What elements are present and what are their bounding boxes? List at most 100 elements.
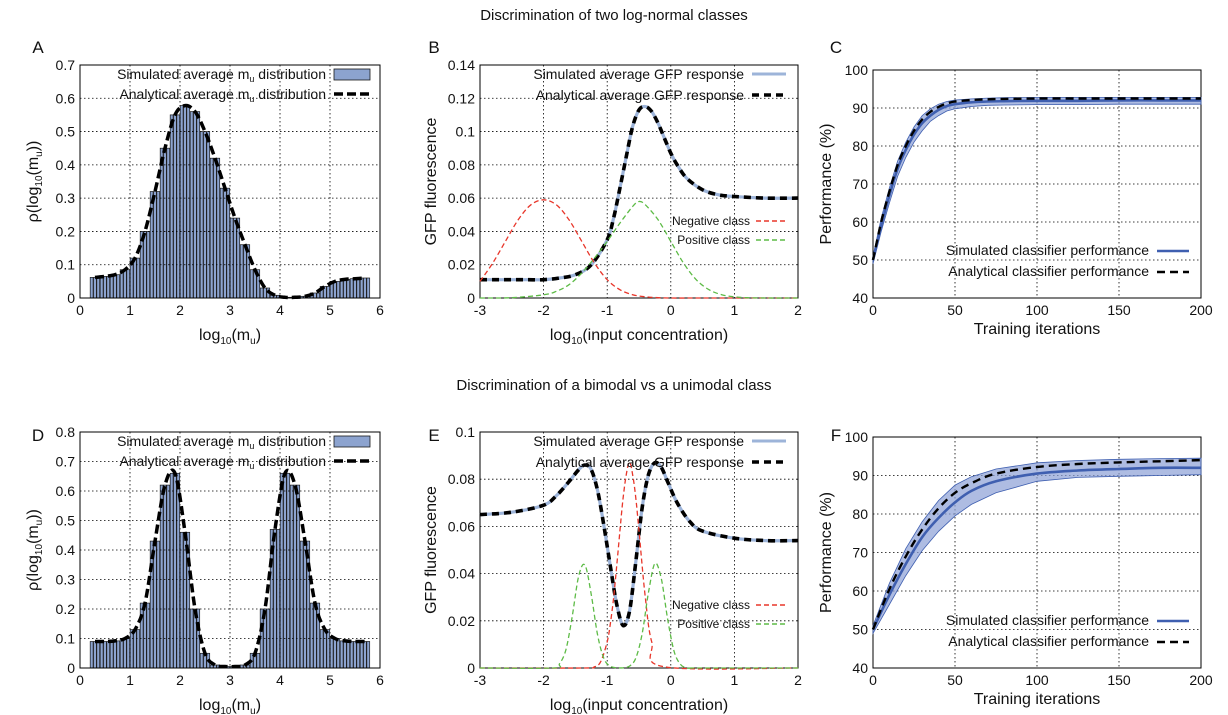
- legend-label-simulated: Simulated classifier performance: [946, 242, 1149, 258]
- panel-letter: D: [32, 426, 44, 445]
- histogram-bar: [249, 269, 254, 299]
- histogram-bar: [336, 281, 341, 299]
- y-tick-label: 0.08: [448, 157, 475, 173]
- histogram-bar: [336, 638, 341, 669]
- x-tick-label: -2: [537, 672, 550, 688]
- histogram-bar: [233, 217, 237, 299]
- x-tick-label: 200: [1189, 672, 1213, 688]
- histogram-bar: [326, 629, 331, 669]
- histogram-bar: [199, 652, 204, 669]
- x-tick-label: 1: [731, 302, 739, 318]
- histogram-bar: [339, 279, 344, 299]
- analytical-series-line: [479, 460, 799, 628]
- histogram-bar: [309, 602, 314, 669]
- histogram-bar: [139, 602, 144, 669]
- histogram-bar: [103, 641, 107, 669]
- y-tick-label: 0: [467, 660, 475, 676]
- x-tick-label: 0: [76, 672, 84, 688]
- histogram-bar: [173, 472, 177, 669]
- legend-label-simulated: Simulated classifier performance: [946, 612, 1149, 628]
- histogram-bar: [146, 602, 151, 669]
- histogram-bar: [329, 638, 334, 669]
- y-tick-label: 90: [852, 100, 868, 116]
- histogram-bar: [123, 269, 127, 299]
- x-tick-label: -3: [474, 672, 487, 688]
- legend-swatch-simulated: [333, 435, 371, 448]
- x-tick-label: 0: [667, 302, 675, 318]
- x-axis-label: log10(input concentration): [550, 327, 728, 347]
- y-tick-label: 0.02: [448, 257, 475, 273]
- x-tick-label: -2: [537, 302, 550, 318]
- histogram-bar: [196, 111, 201, 299]
- histogram-bar: [199, 131, 204, 299]
- histogram-bar: [239, 244, 244, 299]
- x-tick-label: 150: [1107, 672, 1131, 688]
- legend-swatch-simulated: [333, 68, 371, 81]
- histogram-bar: [166, 147, 171, 299]
- y-tick-label: 60: [852, 583, 868, 599]
- histogram-bar: [186, 105, 191, 299]
- histogram-bar: [99, 641, 104, 669]
- y-axis-label: Performance (%): [818, 124, 835, 245]
- y-tick-label: 0.4: [56, 157, 76, 173]
- y-tick-label: 0.02: [448, 613, 475, 629]
- x-axis-label: log10(input concentration): [550, 697, 728, 715]
- y-tick-label: 0: [67, 660, 75, 676]
- x-tick-label: 3: [226, 672, 234, 688]
- x-tick-label: 0: [869, 672, 877, 688]
- plot-frame: [479, 431, 799, 669]
- histogram-bar: [263, 287, 267, 299]
- histogram-bar: [119, 638, 124, 669]
- histogram-bar: [313, 292, 317, 299]
- y-tick-label: 0.7: [56, 454, 76, 470]
- histogram-bar: [113, 274, 117, 299]
- y-tick-label: 100: [845, 62, 869, 78]
- histogram-bar: [109, 640, 114, 669]
- plot-frame: [479, 64, 799, 299]
- y-tick-label: 0.3: [56, 572, 76, 588]
- histogram-bar: [319, 629, 324, 669]
- panel-a-bar-chart: 0 1 2 3 4 5 6 0 0.1 0.2 0.3 0.4 0.5 0.6 0.7 A Simulated …: [25, 38, 384, 347]
- analytical-curve: [94, 103, 366, 300]
- histogram-bar: [176, 114, 181, 299]
- histogram-bar: [113, 640, 117, 669]
- histogram-bar: [156, 191, 161, 299]
- x-tick-label: 1: [126, 672, 134, 688]
- y-tick-label: 50: [852, 252, 868, 268]
- histogram-bar: [156, 540, 161, 669]
- histogram-bar: [359, 641, 364, 669]
- simulated-performance-line: [871, 466, 1202, 631]
- histogram-bar: [303, 540, 307, 669]
- x-tick-label: 3: [226, 302, 234, 318]
- analytical-curve: [95, 468, 365, 669]
- histogram-bar: [163, 484, 167, 669]
- y-tick-label: 0.1: [456, 124, 476, 140]
- y-tick-label: 60: [852, 214, 868, 230]
- histogram-bar: [133, 257, 137, 299]
- histogram-bar: [173, 114, 177, 299]
- x-tick-label: -3: [474, 302, 487, 318]
- histogram-bar: [359, 277, 364, 299]
- legend-label-analytical: Analytical average GFP response: [536, 454, 745, 470]
- histogram-bar: [126, 269, 131, 299]
- x-axis-label: log10(mu): [199, 327, 261, 347]
- histogram-bar: [189, 111, 194, 299]
- histogram-bar: [126, 638, 131, 669]
- y-tick-label: 0.6: [56, 90, 76, 106]
- x-tick-label: 1: [126, 302, 134, 318]
- performance-band: [872, 97, 1202, 264]
- y-tick-label: 70: [852, 545, 868, 561]
- y-tick-label: 50: [852, 622, 868, 638]
- x-tick-label: 4: [276, 302, 284, 318]
- histogram-bar: [313, 602, 317, 669]
- histogram-bar: [153, 191, 157, 299]
- x-tick-label: 100: [1025, 672, 1049, 688]
- analytical-performance-line: [871, 97, 1201, 261]
- histogram-bar: [89, 641, 94, 669]
- y-tick-label: 0.1: [56, 631, 76, 647]
- histogram-bar: [229, 217, 234, 299]
- histogram-bar: [363, 277, 367, 299]
- y-tick-label: 0.5: [56, 513, 76, 529]
